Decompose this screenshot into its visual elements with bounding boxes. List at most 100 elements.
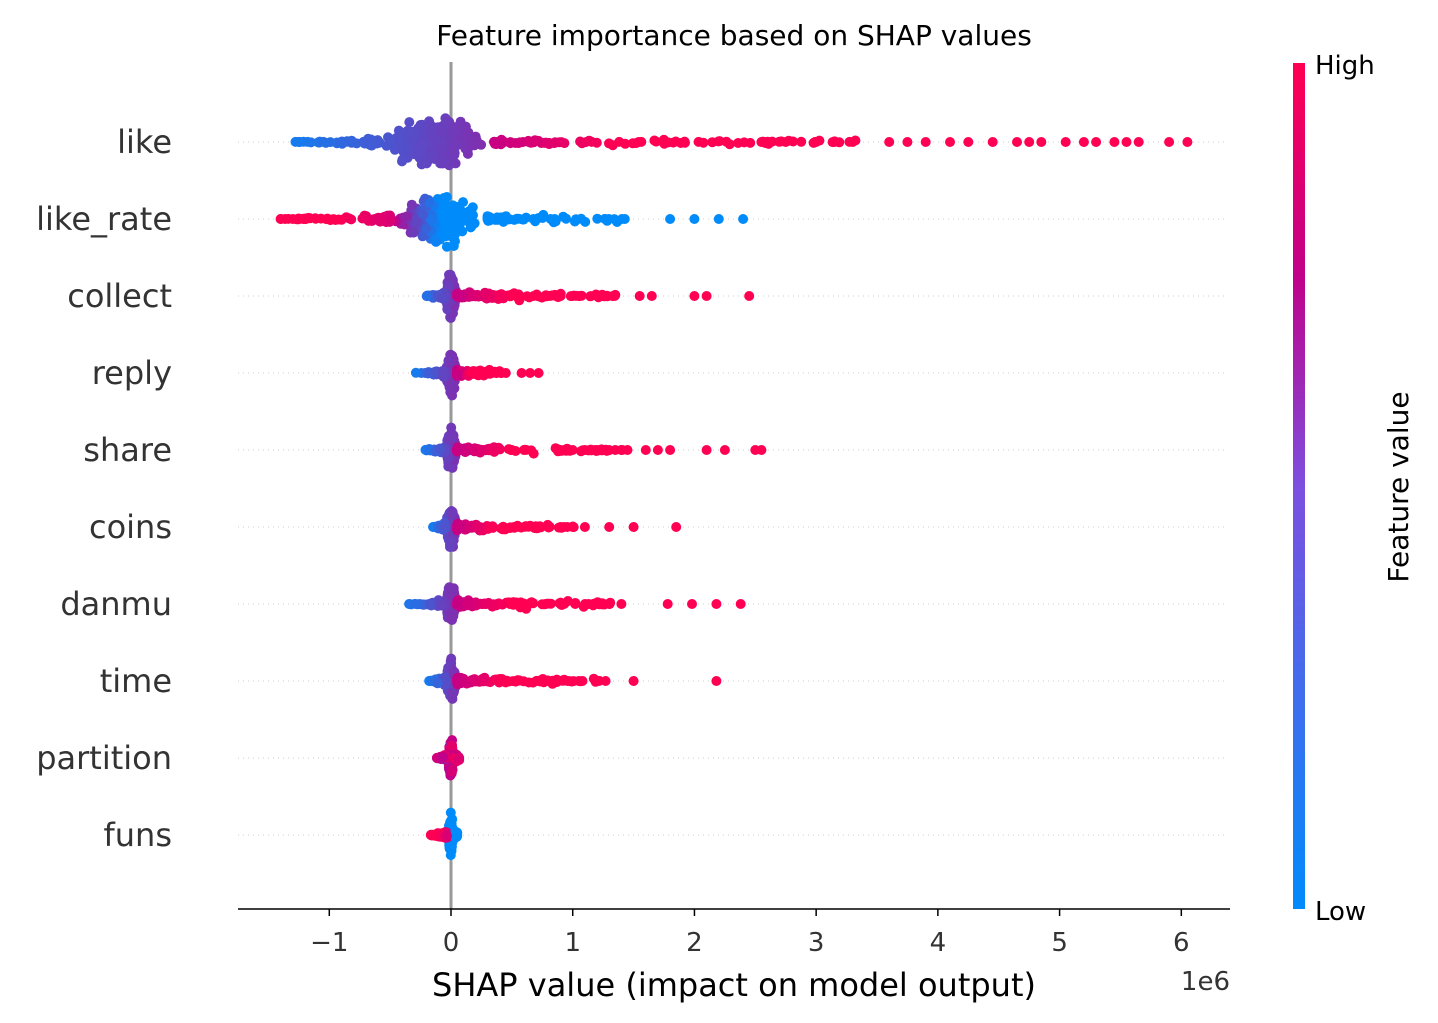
shap-point-share xyxy=(622,445,633,455)
shap-point-share xyxy=(469,444,480,455)
shap-point-like_rate xyxy=(440,199,451,210)
shap-point-like xyxy=(620,138,631,149)
shap-point-coins xyxy=(497,524,508,535)
shap-point-funs xyxy=(450,829,461,840)
shap-point-like xyxy=(847,137,858,147)
shap-point-collect xyxy=(634,291,645,301)
shap-point-coins xyxy=(516,522,527,533)
shap-point-share xyxy=(610,445,621,455)
feature-label-reply: reply xyxy=(92,354,172,392)
shap-points xyxy=(275,113,1193,861)
shap-point-like xyxy=(829,137,840,147)
shap-point-like xyxy=(575,136,586,147)
shap-point-collect xyxy=(646,291,657,301)
shap-point-time xyxy=(432,678,443,689)
shap-point-collect xyxy=(495,289,506,300)
shap-point-like_rate xyxy=(602,215,613,226)
shap-point-collect xyxy=(480,287,490,298)
shap-point-like xyxy=(489,137,500,148)
shap-point-danmu xyxy=(518,598,529,609)
shap-point-funs xyxy=(446,846,457,856)
shap-point-like xyxy=(374,137,385,148)
shap-point-danmu xyxy=(555,597,566,608)
shap-point-reply xyxy=(410,367,421,378)
feature-label-time: time xyxy=(100,662,172,700)
shap-point-share xyxy=(592,445,603,455)
shap-point-like xyxy=(549,138,560,149)
shap-point-coins xyxy=(628,522,639,532)
shap-point-collect xyxy=(543,291,554,301)
shap-point-collect xyxy=(508,289,519,300)
shap-point-share xyxy=(434,443,445,454)
shap-point-like xyxy=(510,138,521,148)
shap-point-share xyxy=(555,445,566,455)
shap-point-like xyxy=(1091,137,1102,147)
shap-point-funs xyxy=(441,830,452,841)
shap-point-danmu xyxy=(570,599,581,609)
shap-point-partition xyxy=(446,740,457,751)
shap-point-like xyxy=(404,117,415,128)
shap-point-share xyxy=(567,445,578,455)
shap-point-reply xyxy=(525,368,536,378)
shap-point-like xyxy=(607,140,618,151)
shap-point-time xyxy=(711,676,722,686)
feature-label-funs: funs xyxy=(104,816,173,854)
shap-point-like_rate xyxy=(346,214,357,225)
colorbar-low-label: Low xyxy=(1315,897,1366,927)
shap-point-like xyxy=(1060,137,1071,147)
shap-point-time xyxy=(447,687,458,698)
shap-point-like xyxy=(584,135,595,146)
shap-point-like xyxy=(1182,137,1193,147)
shap-point-like_rate xyxy=(412,218,422,229)
shap-point-time xyxy=(446,653,457,664)
feature-label-collect: collect xyxy=(67,277,172,315)
shap-point-reply xyxy=(452,370,463,381)
shap-point-collect xyxy=(421,291,432,302)
shap-point-collect xyxy=(607,291,618,302)
shap-point-like xyxy=(424,148,435,159)
shap-point-like xyxy=(416,139,427,150)
shap-point-like xyxy=(658,134,669,145)
shap-point-like_rate xyxy=(569,216,580,227)
feature-label-like: like xyxy=(117,123,172,161)
shap-point-like xyxy=(366,137,377,148)
shap-point-time xyxy=(600,676,611,686)
shap-point-like xyxy=(385,136,396,147)
shap-point-danmu xyxy=(436,600,447,611)
shap-point-danmu xyxy=(462,598,473,609)
shap-point-coins xyxy=(439,522,450,532)
shap-point-time xyxy=(628,676,639,686)
row-guides xyxy=(238,141,1225,836)
shap-point-danmu xyxy=(735,599,746,609)
shap-point-like_rate xyxy=(467,202,478,213)
shap-point-like_rate xyxy=(441,241,452,252)
shap-point-partition xyxy=(452,753,463,764)
shap-point-like_rate xyxy=(330,215,341,225)
shap-point-collect xyxy=(689,291,700,301)
shap-point-like xyxy=(1164,137,1175,147)
shap-point-like xyxy=(1109,137,1120,147)
shap-point-like_rate xyxy=(427,214,438,225)
shap-point-like xyxy=(528,137,539,148)
x-axis-ticks: −1 0 1 2 3 4 5 6 xyxy=(310,909,1190,958)
shap-point-like xyxy=(396,137,407,148)
shap-point-funs xyxy=(426,830,437,841)
shap-point-share xyxy=(489,446,500,457)
shap-point-coins xyxy=(505,522,516,533)
shap-point-collect xyxy=(452,291,463,301)
shap-point-danmu xyxy=(580,599,590,609)
shap-point-like_rate xyxy=(665,214,676,224)
shap-point-like_rate xyxy=(440,228,451,239)
shap-point-like xyxy=(739,137,750,148)
shap-point-danmu xyxy=(452,599,463,609)
shap-point-like_rate xyxy=(592,213,603,224)
shap-point-like xyxy=(402,128,413,139)
shap-point-like xyxy=(884,137,895,147)
x-axis-scale-label: 1e6 xyxy=(1181,967,1230,997)
x-tick-label: 5 xyxy=(1051,928,1068,958)
shap-point-danmu xyxy=(662,599,673,609)
shap-point-time xyxy=(470,675,480,685)
shap-point-share xyxy=(640,445,651,455)
colorbar-high-label: High xyxy=(1315,51,1375,81)
